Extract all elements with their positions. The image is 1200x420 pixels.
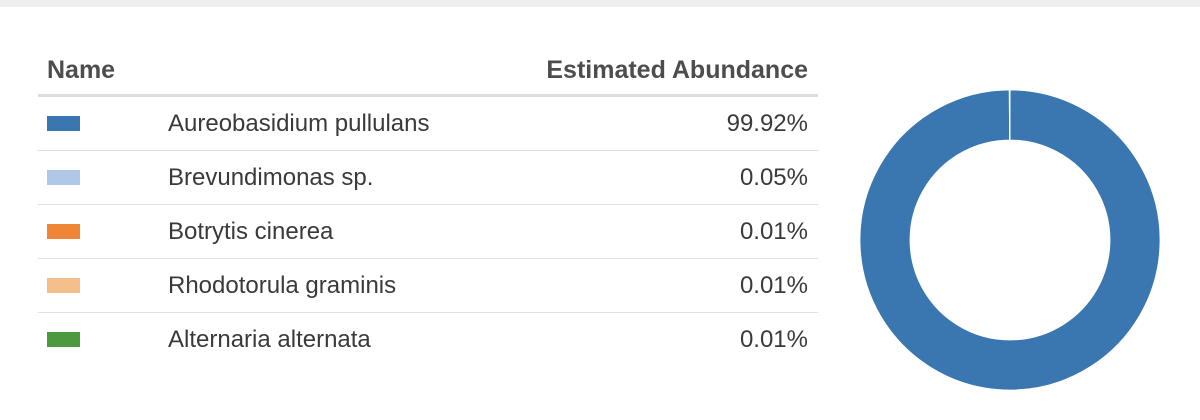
- donut-slice[interactable]: [859, 89, 1161, 391]
- table-row[interactable]: Alternaria alternata 0.01%: [38, 313, 818, 366]
- abundance-table: Name Estimated Abundance Aureobasidium p…: [38, 48, 818, 366]
- taxon-name: Aureobasidium pullulans: [168, 110, 430, 137]
- abundance-value: 0.05%: [739, 164, 808, 191]
- table-row[interactable]: Rhodotorula graminis 0.01%: [38, 259, 818, 313]
- donut-svg: [859, 89, 1161, 391]
- legend-swatch: [47, 170, 80, 185]
- taxon-name: Alternaria alternata: [168, 326, 371, 353]
- taxon-name: Botrytis cinerea: [168, 218, 334, 245]
- table-row[interactable]: Botrytis cinerea 0.01%: [38, 205, 818, 259]
- abundance-value: 0.01%: [739, 272, 808, 299]
- legend-swatch: [47, 224, 80, 239]
- table-row[interactable]: Aureobasidium pullulans 99.92%: [38, 97, 818, 151]
- top-divider: [0, 0, 1200, 7]
- abundance-value: 0.01%: [739, 218, 808, 245]
- column-header-name[interactable]: Name: [47, 56, 116, 84]
- column-header-abundance[interactable]: Estimated Abundance: [546, 56, 808, 84]
- taxon-name: Brevundimonas sp.: [168, 164, 374, 191]
- legend-swatch: [47, 278, 80, 293]
- table-header: Name Estimated Abundance: [38, 48, 818, 97]
- taxon-name: Rhodotorula graminis: [168, 272, 397, 299]
- abundance-value: 99.92%: [726, 110, 808, 137]
- legend-swatch: [47, 332, 80, 347]
- legend-swatch: [47, 116, 80, 131]
- abundance-value: 0.01%: [739, 326, 808, 353]
- table-row[interactable]: Brevundimonas sp. 0.05%: [38, 151, 818, 205]
- abundance-donut-chart: [858, 88, 1162, 392]
